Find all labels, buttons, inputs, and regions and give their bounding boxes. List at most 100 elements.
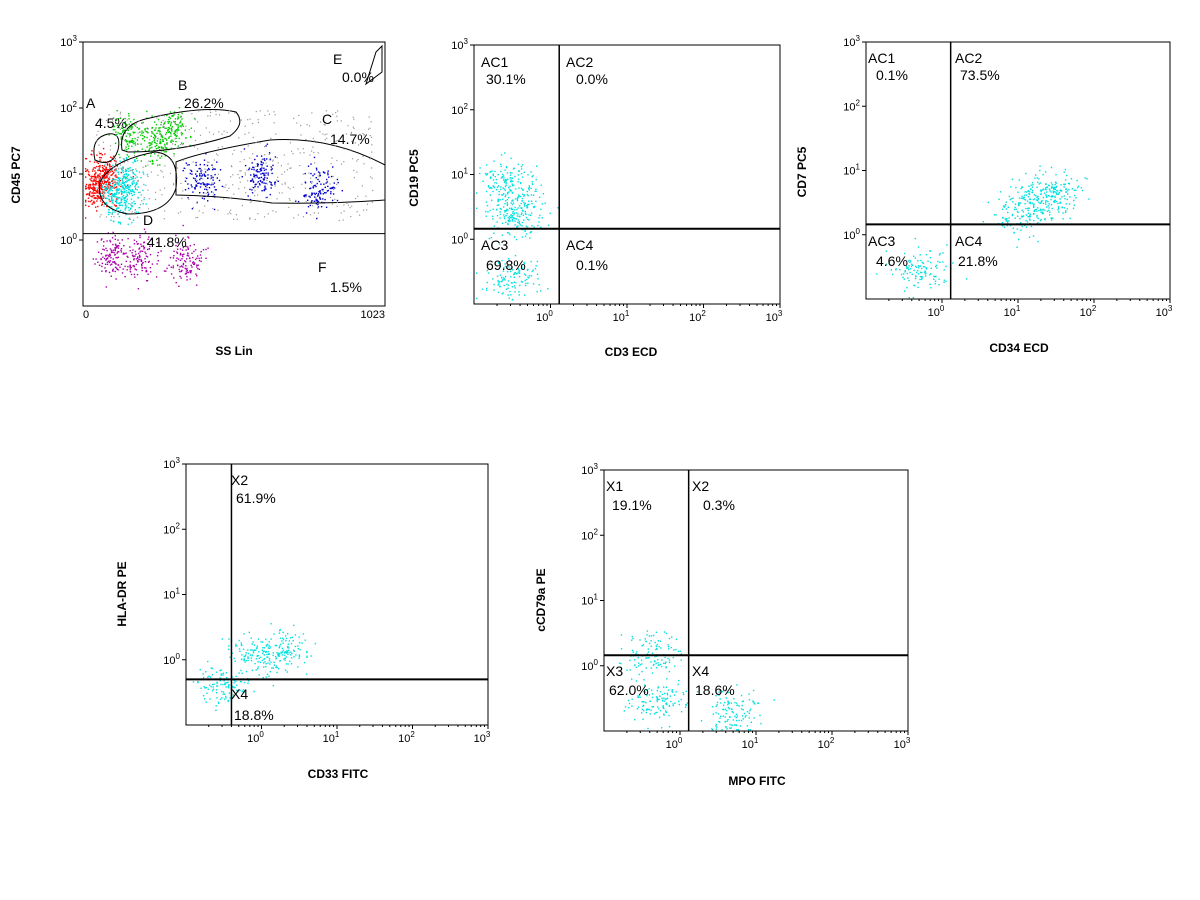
data-point	[103, 192, 105, 195]
data-point	[128, 209, 130, 212]
data-point	[292, 640, 294, 642]
data-point	[1029, 213, 1031, 215]
data-point	[481, 288, 484, 290]
data-point	[264, 188, 266, 191]
data-point	[193, 146, 195, 148]
data-point	[1044, 217, 1046, 220]
data-point	[1022, 215, 1025, 217]
data-point	[629, 669, 631, 671]
data-point	[125, 146, 127, 148]
data-point	[660, 665, 663, 668]
data-point	[210, 112, 212, 114]
data-point	[538, 217, 540, 219]
gate-percent: 1.5%	[330, 279, 362, 295]
data-point	[1051, 207, 1053, 210]
data-point	[102, 190, 104, 192]
data-point	[737, 729, 740, 731]
data-point	[366, 209, 368, 211]
data-point	[712, 713, 714, 715]
data-point	[266, 673, 269, 676]
data-point	[319, 196, 321, 199]
data-point	[498, 204, 500, 206]
data-point	[269, 663, 271, 665]
data-point	[663, 707, 665, 710]
data-point	[125, 181, 127, 183]
data-point	[302, 216, 305, 218]
data-point	[247, 195, 249, 197]
data-point	[244, 133, 246, 135]
data-point	[187, 164, 189, 166]
data-point	[520, 168, 523, 170]
data-point	[171, 115, 173, 117]
data-point	[314, 196, 316, 198]
data-point	[109, 200, 111, 203]
data-point	[678, 679, 680, 682]
data-point	[256, 176, 258, 178]
data-point	[921, 278, 923, 280]
data-point	[938, 284, 940, 286]
data-point	[250, 201, 252, 203]
data-point	[371, 201, 373, 203]
data-point	[505, 180, 507, 182]
data-point	[1048, 209, 1050, 212]
data-point	[528, 187, 530, 190]
data-point	[320, 192, 322, 195]
data-point	[151, 126, 154, 129]
data-point	[1045, 183, 1047, 185]
data-point	[168, 136, 170, 138]
data-point	[205, 153, 207, 155]
data-point	[653, 713, 656, 715]
data-point	[313, 140, 315, 142]
data-point	[186, 254, 188, 257]
data-point	[489, 186, 492, 189]
data-point	[547, 288, 549, 290]
data-point	[913, 269, 915, 272]
data-point	[728, 716, 731, 718]
data-point	[641, 701, 643, 703]
data-point	[501, 280, 504, 282]
data-point	[336, 120, 338, 122]
data-point	[108, 114, 110, 116]
data-point	[1052, 201, 1055, 203]
data-point	[108, 213, 110, 216]
data-point	[127, 147, 130, 150]
data-point	[165, 151, 167, 153]
data-point	[103, 249, 105, 251]
data-point	[94, 180, 97, 182]
data-point	[730, 708, 733, 710]
data-point	[261, 181, 263, 184]
data-point	[219, 114, 221, 116]
data-point	[151, 163, 153, 165]
data-point	[274, 655, 277, 658]
data-point	[142, 171, 144, 173]
data-point	[206, 186, 208, 189]
data-point	[665, 698, 668, 700]
data-point	[110, 257, 112, 259]
data-point	[314, 642, 317, 645]
data-point	[946, 244, 948, 246]
data-point	[332, 193, 335, 195]
data-point	[1038, 183, 1040, 185]
data-point	[1029, 201, 1031, 203]
data-point	[284, 182, 286, 184]
data-point	[289, 188, 291, 190]
data-point	[160, 114, 162, 116]
data-point	[659, 710, 662, 712]
data-point	[275, 665, 278, 667]
data-point	[228, 648, 230, 651]
data-point	[171, 126, 174, 128]
data-point	[257, 655, 259, 657]
data-point	[105, 255, 107, 257]
data-point	[106, 184, 108, 187]
data-point	[190, 270, 192, 272]
data-point	[154, 141, 156, 143]
data-point	[120, 133, 123, 135]
data-point	[112, 243, 114, 246]
data-point	[664, 710, 667, 712]
data-point	[255, 183, 257, 186]
data-point	[190, 184, 192, 186]
data-point	[233, 149, 235, 151]
data-point	[727, 703, 729, 706]
data-point	[189, 172, 191, 175]
gate-percent: 26.2%	[184, 95, 224, 111]
